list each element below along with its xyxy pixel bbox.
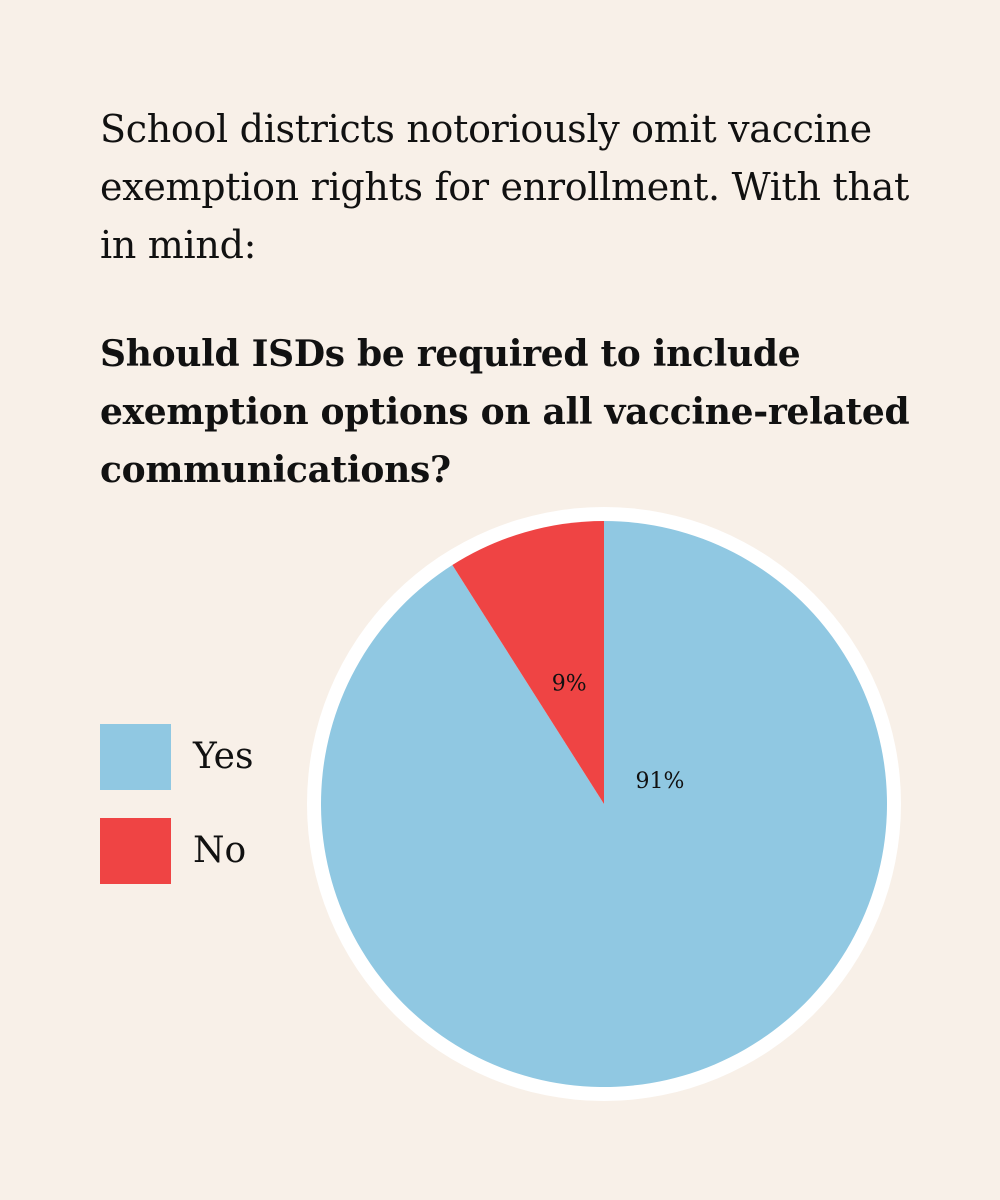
pie-slice-no (452, 521, 604, 804)
slice-label-no: 9% (552, 671, 587, 696)
poll-question: Should ISDs be required to include exemp… (100, 333, 910, 491)
legend-item-yes: Yes (100, 724, 253, 790)
chart-legend: Yes No (100, 724, 253, 912)
legend-swatch-no (100, 818, 171, 884)
slice-label-yes: 91% (636, 769, 685, 794)
legend-item-no: No (100, 818, 253, 884)
legend-swatch-yes (100, 724, 171, 790)
legend-label-yes: Yes (193, 736, 254, 777)
legend-label-no: No (193, 830, 247, 871)
intro-text: School districts notoriously omit vaccin… (100, 107, 909, 267)
